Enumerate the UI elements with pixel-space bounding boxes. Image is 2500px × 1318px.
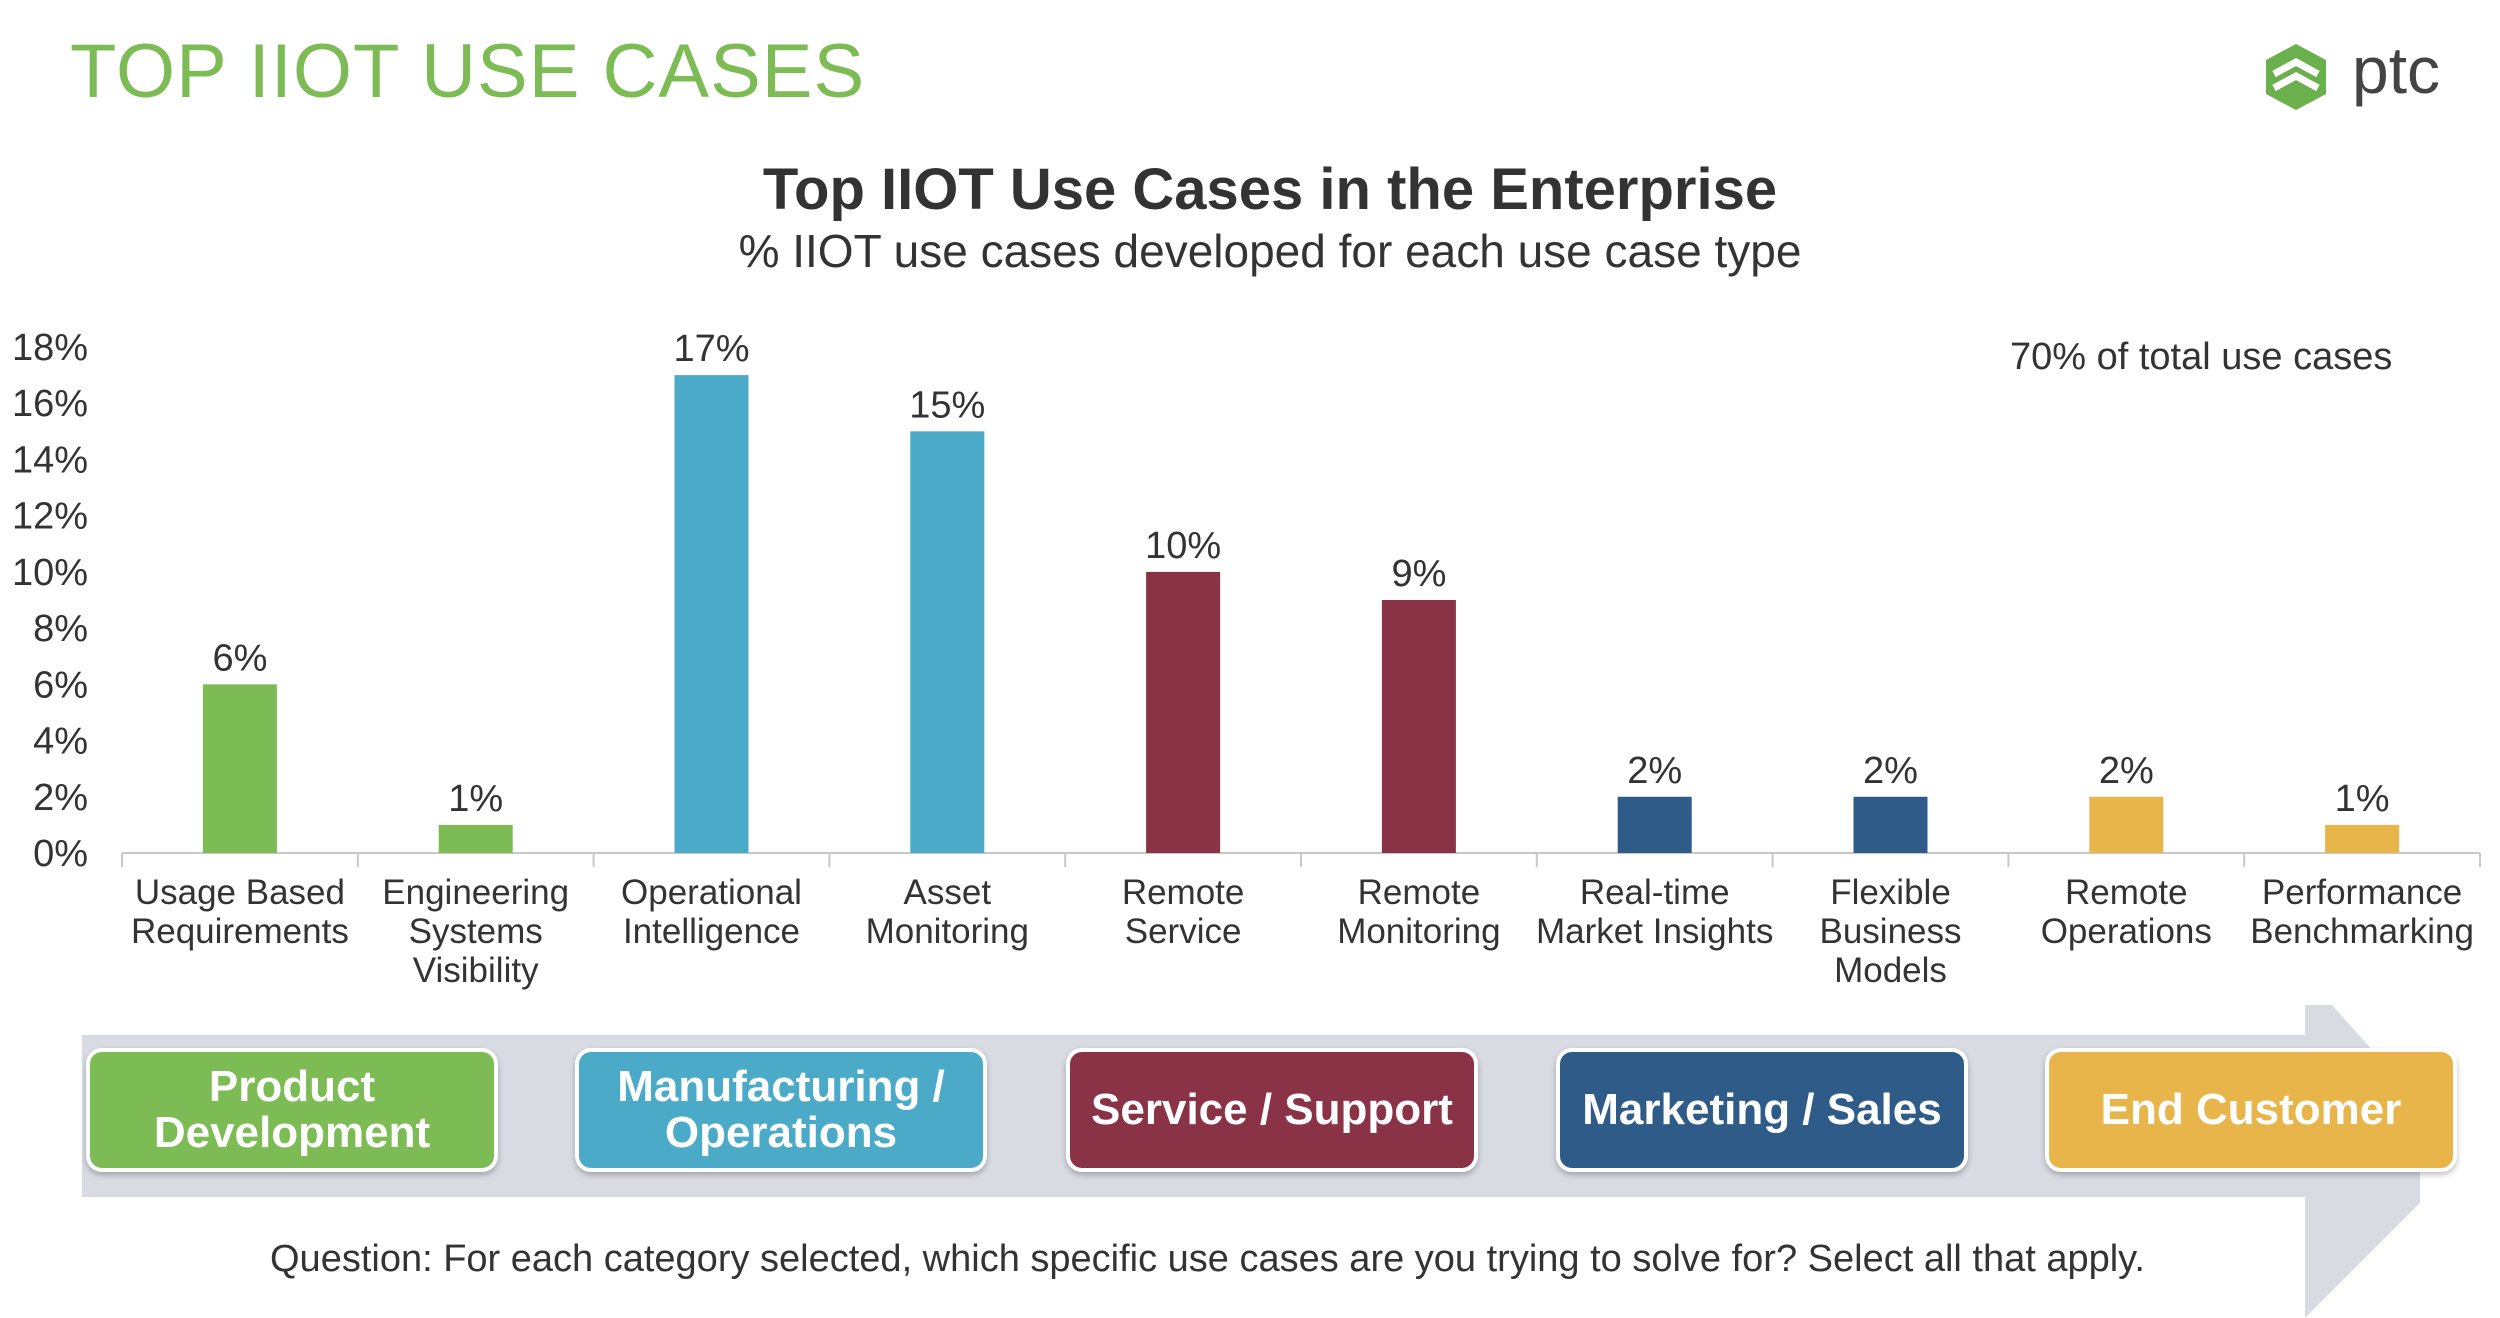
chart-subtitle: % IIOT use cases developed for each use … (738, 225, 1802, 277)
x-tick-label: Usage Based Requirements (131, 873, 349, 951)
category-box-line: Operations (664, 1108, 898, 1157)
x-tick-label: Remote Operations (2041, 873, 2212, 951)
x-tick-label: Asset Monitoring (866, 873, 1029, 951)
bar-chart: 0% 2% 4% 6% 8% 10% 12% 14% 16% 18% 6% Usage Based Re… (12, 327, 2481, 990)
category-box-line: Development (153, 1108, 431, 1157)
category-box-line: Marketing / Sales (1582, 1084, 1942, 1134)
data-label: 1% (448, 778, 503, 820)
y-tick-label: 0% (33, 833, 88, 875)
x-tick-label: Performance Benchmarking (2250, 873, 2474, 951)
x-tick-label: Real-time Market Insights (1536, 873, 1773, 951)
bar (1146, 571, 1221, 853)
category-box-label: Manufacturing / Operations (617, 1061, 945, 1157)
bar (1853, 796, 1928, 853)
category-box-label: Marketing / Sales (1582, 1084, 1942, 1134)
chart-annotation: 70% of total use cases (2010, 336, 2393, 378)
data-label: 15% (909, 384, 985, 426)
data-label: 1% (2335, 778, 2390, 820)
logo-text: ptc (2352, 33, 2441, 107)
bar (1381, 600, 1456, 853)
category-box: Service / Support (1066, 1048, 1478, 1172)
y-tick-label: 12% (12, 496, 88, 538)
category-box-line: Product (208, 1061, 376, 1111)
y-tick-label: 2% (33, 777, 88, 819)
category-box-line: End Customer (2100, 1084, 2402, 1134)
bar (1617, 796, 1692, 853)
data-label: 2% (1863, 750, 1918, 792)
category-box-line: Service / Support (1091, 1084, 1453, 1134)
bar (2089, 796, 2164, 853)
data-label: 2% (1627, 750, 1682, 792)
chart-title: Top IIOT Use Cases in the Enterprise (762, 157, 1778, 222)
data-label: 9% (1391, 553, 1446, 595)
category-box-label: Service / Support (1091, 1084, 1453, 1134)
category-box: Product Development (86, 1048, 498, 1172)
data-label: 17% (673, 328, 749, 370)
category-box: Marketing / Sales (1556, 1048, 1968, 1172)
data-label: 6% (212, 637, 267, 679)
category-box-line: Manufacturing / (617, 1061, 945, 1111)
logo-chevron-bottom (2272, 72, 2320, 92)
category-box: Manufacturing / Operations (575, 1048, 987, 1172)
x-tick-label: Engineering Systems Visibility (382, 873, 569, 990)
y-tick-label: 8% (33, 608, 88, 650)
x-tick-label: Operational Intelligence (621, 873, 802, 951)
question-text: Question: For each category selected, wh… (270, 1238, 2145, 1280)
logo-chevron-top (2272, 58, 2320, 78)
y-tick-label: 14% (12, 439, 88, 481)
x-tick-label: Flexible Business Models (1819, 873, 1961, 990)
category-box-label: Product Development (153, 1061, 431, 1157)
y-tick-label: 4% (33, 721, 88, 763)
data-label: 2% (2099, 750, 2154, 792)
x-tick-label: Remote Service (1122, 873, 1245, 951)
bar (202, 684, 277, 853)
slide-title: TOP IIOT USE CASES (70, 29, 866, 114)
category-box-label: End Customer (2100, 1084, 2402, 1134)
data-label: 10% (1145, 525, 1221, 567)
bar (674, 375, 749, 853)
y-tick-label: 10% (12, 552, 88, 594)
y-tick-label: 16% (12, 383, 88, 425)
y-tick-label: 18% (12, 327, 88, 369)
bar (910, 431, 985, 853)
x-tick-label: Remote Monitoring (1337, 873, 1500, 951)
y-tick-label: 6% (33, 664, 88, 706)
ptc-logo-icon (2266, 44, 2326, 110)
bar (438, 824, 513, 853)
category-box: End Customer (2045, 1048, 2457, 1172)
bar (2325, 824, 2400, 853)
